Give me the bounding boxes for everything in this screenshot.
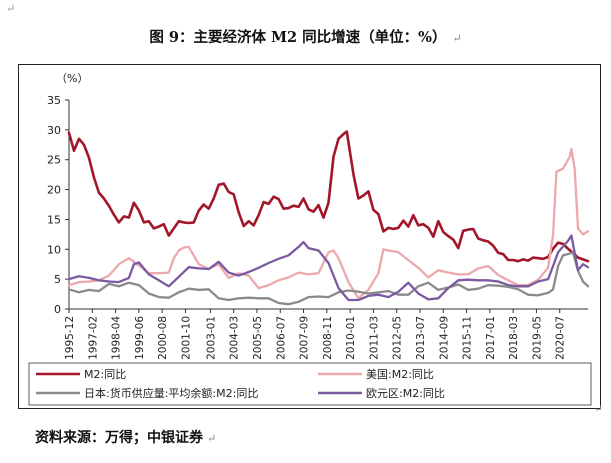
x-tick-label: 2004-03 — [229, 316, 241, 360]
y-tick-label: 15 — [47, 213, 61, 226]
axis-ticks: 0 5 10 15 20 25 30 35 1995-12 1997-02 1998-04 1999-… — [47, 94, 588, 360]
x-tick-label: 2000-08 — [157, 316, 169, 360]
x-tick-label: 1997-02 — [87, 316, 99, 360]
x-tick-label: 2020-07 — [555, 316, 567, 360]
x-tick-label: 2011-03 — [368, 316, 380, 360]
x-tick-label: 2007-09 — [299, 316, 311, 360]
legend-label: 日本:货币供应量:平均余额:M2:同比 — [84, 386, 258, 400]
paragraph-mark-icon: ↵ — [6, 2, 16, 15]
x-tick-label: 2010-01 — [345, 316, 357, 360]
legend-label: 美国:M2:同比 — [366, 368, 434, 381]
y-tick-label: 5 — [54, 273, 61, 286]
paragraph-mark-icon: ↵ — [594, 404, 602, 415]
chart-series — [67, 130, 590, 306]
x-tick-label: 2017-01 — [485, 316, 497, 360]
legend-label: M2:同比 — [84, 368, 126, 381]
figure-title: 图 9：主要经济体 M2 同比增速（单位：%） ↵ — [0, 26, 611, 47]
figure-title-text: 图 9：主要经济体 M2 同比增速（单位：%） — [149, 29, 447, 46]
x-tick-label: 2014-09 — [438, 316, 450, 360]
legend-box — [28, 362, 592, 406]
x-tick-label: 2019-05 — [531, 316, 543, 360]
paragraph-mark-icon: ↵ — [207, 432, 217, 445]
x-tick-label: 2008-11 — [322, 316, 334, 360]
x-tick-label: 2001-10 — [180, 316, 192, 360]
y-axis-label: （%） — [56, 72, 88, 85]
legend-label: 欧元区:M2:同比 — [366, 387, 445, 400]
x-tick-label: 2005-05 — [252, 316, 264, 360]
y-tick-label: 20 — [47, 184, 61, 197]
y-tick-label: 10 — [47, 243, 61, 256]
paragraph-mark-icon: ↵ — [452, 32, 462, 45]
figure-source-text: 资料来源：万得；中银证券 — [35, 430, 203, 446]
y-tick-label: 25 — [47, 154, 61, 167]
series-line-3 — [67, 251, 590, 306]
x-tick-label: 2006-07 — [275, 316, 287, 360]
series-line-4 — [67, 234, 590, 302]
x-tick-label: 2012-05 — [392, 316, 404, 360]
x-tick-label: 2015-11 — [462, 316, 474, 360]
x-tick-label: 2018-03 — [508, 316, 520, 360]
y-tick-label: 30 — [47, 124, 61, 137]
x-tick-label: 1999-06 — [134, 316, 146, 360]
series-line-2 — [67, 147, 590, 300]
x-tick-label: 1998-04 — [111, 316, 123, 360]
series-line-1 — [67, 130, 590, 263]
chart-frame — [18, 64, 601, 409]
x-tick-label: 2013-07 — [415, 316, 427, 360]
y-tick-label: 0 — [54, 303, 61, 316]
x-tick-label: 2003-01 — [205, 316, 217, 360]
figure-source: 资料来源：万得；中银证券 ↵ — [35, 427, 216, 447]
y-tick-label: 35 — [47, 94, 61, 107]
x-tick-label: 1995-12 — [64, 316, 76, 360]
